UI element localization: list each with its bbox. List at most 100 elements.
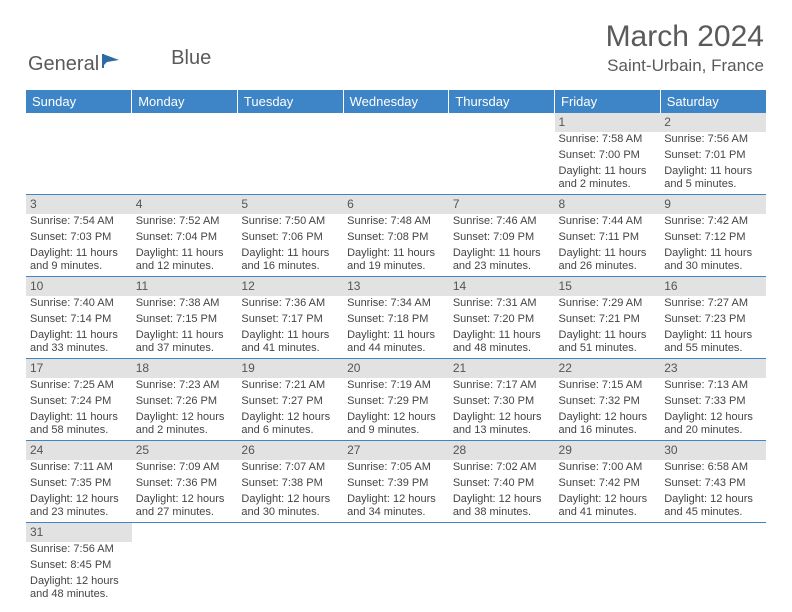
sunset-text: Sunset: 7:14 PM [26, 313, 132, 329]
calendar-cell: 8Sunrise: 7:44 AMSunset: 7:11 PMDaylight… [555, 195, 661, 277]
sunset-text: Sunset: 7:17 PM [237, 313, 343, 329]
sunset-text: Sunset: 7:40 PM [449, 477, 555, 493]
sunset-text: Sunset: 7:20 PM [449, 313, 555, 329]
day-number: 4 [132, 195, 238, 214]
day-number: 22 [555, 359, 661, 378]
calendar-row: 1Sunrise: 7:58 AMSunset: 7:00 PMDaylight… [26, 113, 766, 195]
daylight-text: Daylight: 11 hours and 30 minutes. [660, 247, 766, 277]
sunrise-text: Sunrise: 7:56 AM [26, 543, 132, 559]
daylight-text: Daylight: 12 hours and 16 minutes. [555, 411, 661, 441]
sunset-text: Sunset: 7:23 PM [660, 313, 766, 329]
day-number: 14 [449, 277, 555, 296]
daylight-text: Daylight: 11 hours and 44 minutes. [343, 329, 449, 359]
sunrise-text: Sunrise: 7:50 AM [237, 215, 343, 231]
sunrise-text: Sunrise: 7:27 AM [660, 297, 766, 313]
calendar-cell: 26Sunrise: 7:07 AMSunset: 7:38 PMDayligh… [237, 441, 343, 523]
sunrise-text: Sunrise: 7:52 AM [132, 215, 238, 231]
day-number: 29 [555, 441, 661, 460]
sunset-text: Sunset: 7:27 PM [237, 395, 343, 411]
daylight-text: Daylight: 11 hours and 16 minutes. [237, 247, 343, 277]
calendar-cell: 23Sunrise: 7:13 AMSunset: 7:33 PMDayligh… [660, 359, 766, 441]
calendar-cell: 12Sunrise: 7:36 AMSunset: 7:17 PMDayligh… [237, 277, 343, 359]
daylight-text: Daylight: 12 hours and 6 minutes. [237, 411, 343, 441]
sunrise-text: Sunrise: 7:31 AM [449, 297, 555, 313]
sunset-text: Sunset: 8:45 PM [26, 559, 132, 575]
calendar-cell: 17Sunrise: 7:25 AMSunset: 7:24 PMDayligh… [26, 359, 132, 441]
calendar-cell: 9Sunrise: 7:42 AMSunset: 7:12 PMDaylight… [660, 195, 766, 277]
day-number: 8 [555, 195, 661, 214]
sunrise-text: Sunrise: 7:21 AM [237, 379, 343, 395]
daylight-text: Daylight: 12 hours and 34 minutes. [343, 493, 449, 523]
daylight-text: Daylight: 11 hours and 48 minutes. [449, 329, 555, 359]
daylight-text: Daylight: 11 hours and 26 minutes. [555, 247, 661, 277]
day-number: 12 [237, 277, 343, 296]
sunrise-text: Sunrise: 7:25 AM [26, 379, 132, 395]
sunset-text: Sunset: 7:08 PM [343, 231, 449, 247]
daylight-text: Daylight: 12 hours and 13 minutes. [449, 411, 555, 441]
calendar-cell: 22Sunrise: 7:15 AMSunset: 7:32 PMDayligh… [555, 359, 661, 441]
daylight-text: Daylight: 11 hours and 51 minutes. [555, 329, 661, 359]
sunrise-text: Sunrise: 7:15 AM [555, 379, 661, 395]
page-header: General Blue March 2024 Saint-Urbain, Fr… [0, 0, 792, 84]
sunset-text: Sunset: 7:33 PM [660, 395, 766, 411]
location-label: Saint-Urbain, France [606, 56, 764, 76]
sunset-text: Sunset: 7:38 PM [237, 477, 343, 493]
sunrise-text: Sunrise: 7:42 AM [660, 215, 766, 231]
daylight-text: Daylight: 12 hours and 45 minutes. [660, 493, 766, 523]
day-number: 30 [660, 441, 766, 460]
day-number: 31 [26, 523, 132, 542]
calendar-cell: 28Sunrise: 7:02 AMSunset: 7:40 PMDayligh… [449, 441, 555, 523]
calendar-cell: 1Sunrise: 7:58 AMSunset: 7:00 PMDaylight… [555, 113, 661, 195]
month-title: March 2024 [606, 20, 764, 54]
calendar-cell [26, 113, 132, 195]
calendar-cell [237, 113, 343, 195]
sunset-text: Sunset: 7:39 PM [343, 477, 449, 493]
daylight-text: Daylight: 11 hours and 9 minutes. [26, 247, 132, 277]
sunset-text: Sunset: 7:06 PM [237, 231, 343, 247]
brand-part2: Blue [171, 47, 211, 70]
day-number: 9 [660, 195, 766, 214]
flag-icon [101, 52, 123, 76]
calendar-table: Sunday Monday Tuesday Wednesday Thursday… [26, 90, 766, 604]
day-number: 13 [343, 277, 449, 296]
sunrise-text: Sunrise: 7:40 AM [26, 297, 132, 313]
daylight-text: Daylight: 12 hours and 9 minutes. [343, 411, 449, 441]
calendar-cell: 16Sunrise: 7:27 AMSunset: 7:23 PMDayligh… [660, 277, 766, 359]
day-number: 11 [132, 277, 238, 296]
sunset-text: Sunset: 7:04 PM [132, 231, 238, 247]
day-number: 17 [26, 359, 132, 378]
daylight-text: Daylight: 11 hours and 19 minutes. [343, 247, 449, 277]
calendar-cell: 24Sunrise: 7:11 AMSunset: 7:35 PMDayligh… [26, 441, 132, 523]
day-number: 3 [26, 195, 132, 214]
sunrise-text: Sunrise: 7:44 AM [555, 215, 661, 231]
calendar-row: 17Sunrise: 7:25 AMSunset: 7:24 PMDayligh… [26, 359, 766, 441]
sunset-text: Sunset: 7:15 PM [132, 313, 238, 329]
calendar-cell [555, 523, 661, 605]
sunrise-text: Sunrise: 7:05 AM [343, 461, 449, 477]
calendar-cell [449, 523, 555, 605]
sunrise-text: Sunrise: 7:19 AM [343, 379, 449, 395]
sunset-text: Sunset: 7:42 PM [555, 477, 661, 493]
day-number: 26 [237, 441, 343, 460]
calendar-row: 3Sunrise: 7:54 AMSunset: 7:03 PMDaylight… [26, 195, 766, 277]
day-number: 15 [555, 277, 661, 296]
daylight-text: Daylight: 11 hours and 37 minutes. [132, 329, 238, 359]
sunrise-text: Sunrise: 7:46 AM [449, 215, 555, 231]
calendar-cell [237, 523, 343, 605]
day-number: 6 [343, 195, 449, 214]
sunrise-text: Sunrise: 7:17 AM [449, 379, 555, 395]
daylight-text: Daylight: 11 hours and 5 minutes. [660, 165, 766, 195]
day-number: 28 [449, 441, 555, 460]
weekday-header-row: Sunday Monday Tuesday Wednesday Thursday… [26, 90, 766, 113]
daylight-text: Daylight: 12 hours and 38 minutes. [449, 493, 555, 523]
day-number: 5 [237, 195, 343, 214]
sunrise-text: Sunrise: 7:29 AM [555, 297, 661, 313]
calendar-cell: 13Sunrise: 7:34 AMSunset: 7:18 PMDayligh… [343, 277, 449, 359]
day-number: 24 [26, 441, 132, 460]
daylight-text: Daylight: 11 hours and 23 minutes. [449, 247, 555, 277]
weekday-header: Tuesday [237, 90, 343, 113]
daylight-text: Daylight: 11 hours and 55 minutes. [660, 329, 766, 359]
day-number: 18 [132, 359, 238, 378]
daylight-text: Daylight: 12 hours and 2 minutes. [132, 411, 238, 441]
sunset-text: Sunset: 7:35 PM [26, 477, 132, 493]
